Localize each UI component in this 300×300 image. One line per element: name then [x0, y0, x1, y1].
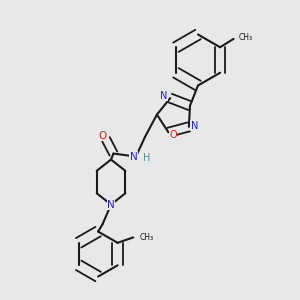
Text: N: N: [190, 121, 198, 130]
Text: O: O: [98, 130, 106, 141]
Text: CH₃: CH₃: [239, 33, 253, 42]
Text: CH₃: CH₃: [140, 233, 154, 242]
Text: H: H: [143, 153, 151, 163]
Text: N: N: [130, 152, 137, 162]
Text: N: N: [107, 200, 115, 210]
Text: N: N: [160, 91, 167, 101]
Text: O: O: [169, 130, 177, 140]
